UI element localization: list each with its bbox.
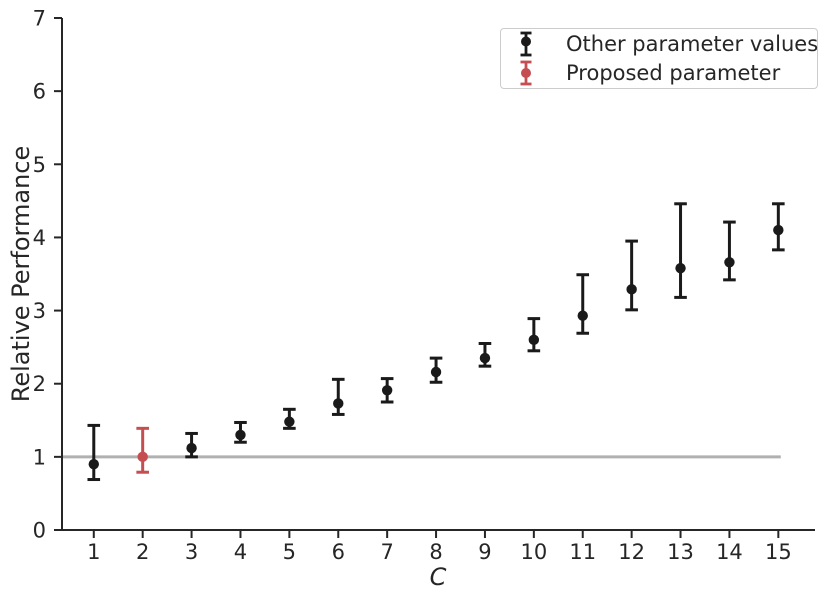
y-tick-label: 6: [33, 80, 46, 104]
data-point: [773, 224, 784, 236]
data-point: [626, 284, 637, 295]
x-tick-label: 4: [234, 540, 247, 564]
legend-label: Other parameter values: [566, 32, 819, 56]
y-tick-label: 7: [33, 7, 46, 31]
data-point: [284, 416, 295, 427]
x-tick-label: 3: [185, 540, 198, 564]
errorbar-marker-icon: [520, 60, 532, 86]
data-point: [137, 451, 148, 463]
x-tick-label: 1: [87, 540, 100, 564]
x-tick-label: 13: [667, 540, 694, 564]
data-point: [235, 429, 246, 441]
y-tick-label: 1: [33, 445, 46, 469]
x-tick-label: 5: [283, 540, 296, 564]
x-tick-label: 14: [716, 540, 743, 564]
errorbar-marker-icon: [520, 31, 532, 57]
x-tick-label: 8: [429, 540, 442, 564]
data-point: [675, 262, 686, 274]
data-point: [88, 458, 99, 470]
x-tick-label: 12: [618, 540, 645, 564]
legend-entry-proposed-parameter: Proposed parameter: [518, 60, 817, 86]
x-tick-label: 6: [332, 540, 345, 564]
y-tick-label: 3: [33, 299, 46, 323]
y-tick-label: 4: [33, 226, 46, 250]
y-tick-label: 5: [33, 153, 46, 177]
x-tick-label: 10: [520, 540, 547, 564]
data-point: [577, 310, 588, 321]
data-point: [186, 442, 197, 454]
data-point: [430, 366, 442, 378]
data-point: [381, 385, 393, 396]
data-point: [333, 398, 344, 409]
y-axis-label: Relative Performance: [7, 145, 35, 403]
data-point: [479, 352, 491, 364]
legend-label: Proposed parameter: [566, 61, 781, 85]
x-axis-label: C: [429, 563, 447, 591]
x-tick-label: 9: [478, 540, 491, 564]
data-point: [528, 334, 540, 346]
x-tick-label: 11: [569, 540, 596, 564]
data-point: [724, 257, 735, 268]
y-tick-label: 2: [33, 372, 46, 396]
y-tick-label: 0: [33, 519, 46, 543]
x-tick-label: 2: [136, 540, 149, 564]
legend-entry-other-parameter-values: Other parameter values: [518, 31, 819, 57]
legend: Other parameter values Proposed paramete…: [500, 28, 818, 89]
x-tick-label: 7: [380, 540, 393, 564]
x-tick-label: 15: [765, 540, 792, 564]
